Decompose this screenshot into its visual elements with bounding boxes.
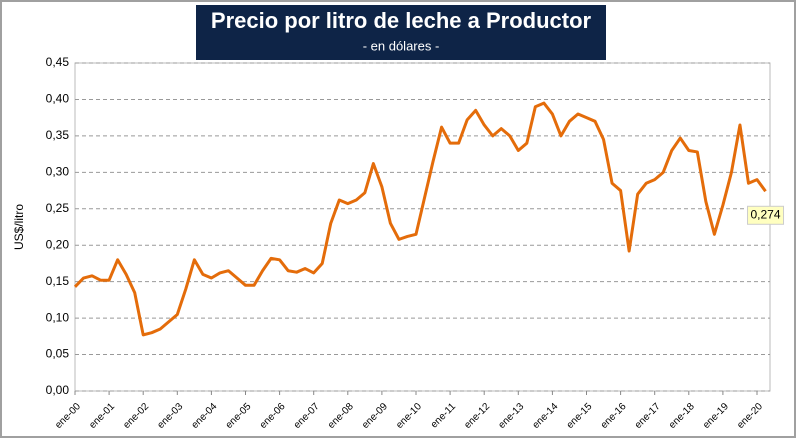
value-label-box (747, 205, 785, 225)
title-box (196, 5, 606, 60)
y-tick-label: 0,10 (46, 310, 70, 324)
chart-subtitle: - en dólares - (363, 38, 440, 53)
y-tick-label: 0,00 (46, 383, 70, 397)
y-tick-label: 0,05 (46, 347, 70, 361)
y-tick-label: 0,35 (46, 128, 70, 142)
y-tick-label: 0,30 (46, 165, 70, 179)
y-tick-label: 0,15 (46, 274, 70, 288)
chart-title: Precio por litro de leche a Productor (211, 8, 592, 33)
y-tick-label: 0,40 (46, 92, 70, 106)
y-axis-label: US$/litro (12, 204, 26, 250)
plot-area (74, 62, 771, 392)
value-label: 0,274 (751, 207, 781, 221)
y-tick-label: 0,45 (46, 55, 70, 69)
y-tick-label: 0,20 (46, 237, 70, 251)
y-tick-label: 0,25 (46, 201, 70, 215)
data-line (73, 101, 767, 337)
